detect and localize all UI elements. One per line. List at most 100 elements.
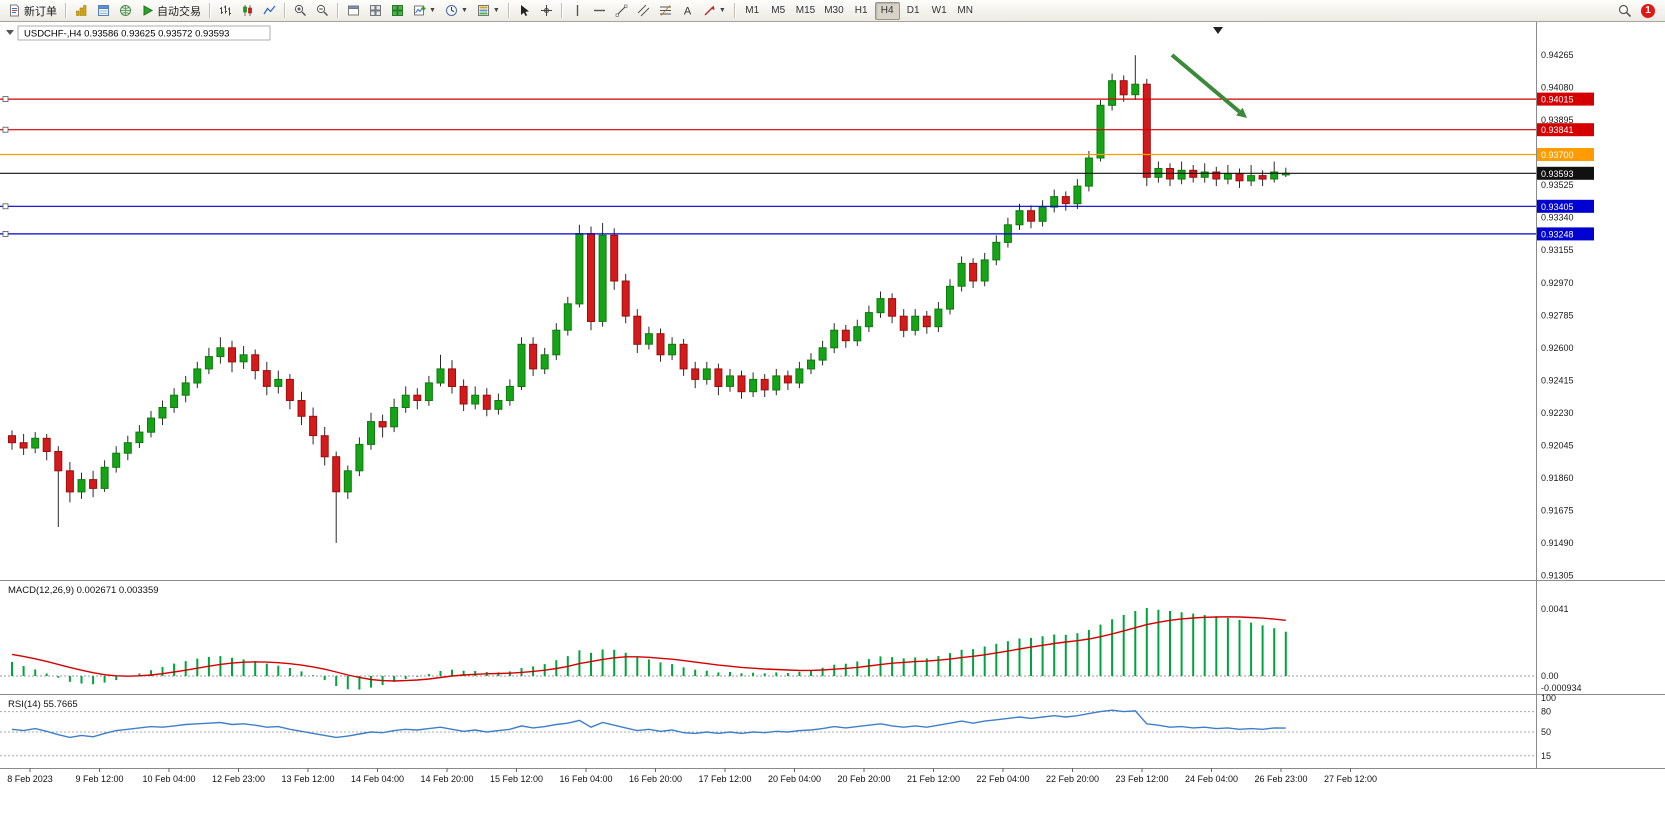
notifications-badge[interactable]: 1 xyxy=(1641,3,1655,18)
horizontal-line-icon xyxy=(593,9,605,12)
toolbar-separator xyxy=(65,3,67,18)
candle-body xyxy=(726,375,734,387)
trendline-tool-button[interactable] xyxy=(611,2,632,20)
zoom-out-button[interactable] xyxy=(312,2,333,20)
candle-body xyxy=(424,382,433,401)
timeframe-m5-button[interactable]: M5 xyxy=(766,2,791,20)
candle-body xyxy=(332,456,341,493)
line-handle[interactable] xyxy=(2,96,9,102)
candle-body xyxy=(1050,196,1059,208)
annotation-arrow-head[interactable] xyxy=(1236,107,1247,118)
candlestick-chart-type-button[interactable] xyxy=(237,2,258,20)
candle-body xyxy=(1200,171,1209,178)
timeframe-h4-button[interactable]: H4 xyxy=(874,1,900,20)
candle-body xyxy=(772,375,781,391)
charts-button[interactable] xyxy=(71,2,92,20)
periods-dropdown-button[interactable]: ▼ xyxy=(441,2,472,20)
candle-body xyxy=(494,400,503,410)
candle-body xyxy=(587,233,595,323)
timeframe-w1-button[interactable]: W1 xyxy=(927,2,952,20)
candle-body xyxy=(644,333,653,345)
line-handle[interactable] xyxy=(2,203,9,210)
candle-body xyxy=(1108,80,1117,106)
price-label-box xyxy=(1537,199,1594,213)
chart-shift-marker-icon[interactable] xyxy=(1213,27,1223,34)
candle-body xyxy=(1142,83,1151,178)
new-order-icon xyxy=(10,4,19,17)
price-chart[interactable]: 0.94265 0.94080 0.93895 0.93525 0.93340 0.931… xyxy=(0,22,1665,837)
search-button[interactable] xyxy=(1614,2,1636,20)
candle-body xyxy=(1177,169,1186,180)
candle-body xyxy=(980,259,989,282)
line-handle[interactable] xyxy=(2,230,9,237)
text-tool-button[interactable]: A xyxy=(677,2,698,20)
price-label-box xyxy=(1537,123,1594,137)
macd-signal-line xyxy=(11,616,1286,682)
zoom-in-button[interactable] xyxy=(290,2,311,20)
annotation-arrow[interactable] xyxy=(1170,53,1241,114)
timeframe-m1-button[interactable]: M1 xyxy=(740,2,765,20)
candle-body xyxy=(957,262,966,287)
candle-body xyxy=(830,329,839,349)
candle-body xyxy=(899,315,908,331)
candle-body xyxy=(65,470,74,493)
chevron-down-icon: ▼ xyxy=(492,7,500,14)
time-axis-label: 10 Feb 04:00 xyxy=(142,774,195,784)
time-axis-label: 12 Feb 23:00 xyxy=(212,774,265,784)
main-toolbar: 新订单 自动交易 xyxy=(0,0,1665,22)
tile-windows-button[interactable] xyxy=(365,2,386,20)
candle-body xyxy=(1096,104,1105,159)
candle-body xyxy=(251,354,260,372)
candle-body xyxy=(343,470,352,493)
time-axis-label: 15 Feb 12:00 xyxy=(490,774,543,784)
candle-body xyxy=(1015,210,1024,226)
candle-body xyxy=(540,354,549,370)
vertical-line-tool-button[interactable] xyxy=(567,2,588,20)
line-chart-icon xyxy=(263,5,276,15)
tile-windows-icon xyxy=(370,5,381,16)
timeframe-m30-button[interactable]: M30 xyxy=(820,2,847,20)
price-axis-label: 0.92415 xyxy=(1541,375,1574,385)
candle-body xyxy=(749,378,758,393)
price-axis-label: 0.92230 xyxy=(1541,408,1574,418)
new-window-icon xyxy=(348,5,359,16)
arrows-tool-button[interactable]: ▼ xyxy=(699,2,730,20)
autotrading-button[interactable]: 自动交易 xyxy=(137,2,205,20)
gold-chart-icon xyxy=(76,5,87,16)
channel-tool-button[interactable] xyxy=(633,2,654,20)
bar-chart-type-button[interactable] xyxy=(215,2,236,20)
new-window-button[interactable] xyxy=(343,2,364,20)
line-handle[interactable] xyxy=(2,126,9,133)
timeframe-mn-button[interactable]: MN xyxy=(953,2,978,20)
timeframe-m15-button[interactable]: M15 xyxy=(792,2,819,20)
candle-body xyxy=(656,333,665,356)
crosshair-button[interactable] xyxy=(536,2,557,20)
new-order-button[interactable]: 新订单 xyxy=(4,2,61,20)
timeframe-d1-button[interactable]: D1 xyxy=(901,2,926,20)
price-axis-label: 0.93155 xyxy=(1541,245,1574,255)
grid-toggle-button[interactable] xyxy=(387,2,408,20)
new-order-label: 新订单 xyxy=(24,5,57,18)
candle-body xyxy=(77,479,86,493)
time-axis-label: 22 Feb 20:00 xyxy=(1046,774,1099,784)
candle-body xyxy=(471,394,480,405)
rsi-label: RSI(14) 55.7665 xyxy=(8,699,78,710)
line-chart-type-button[interactable] xyxy=(259,2,280,20)
price-axis-label: 0.91490 xyxy=(1541,538,1574,548)
cursor-button[interactable] xyxy=(514,2,535,20)
templates-dropdown-button[interactable]: ▼ xyxy=(473,2,504,20)
timeframe-h1-button[interactable]: H1 xyxy=(849,2,874,20)
candle-body xyxy=(436,368,445,384)
fibonacci-tool-button[interactable] xyxy=(655,2,676,20)
candle-body xyxy=(668,343,677,356)
zoom-out-icon xyxy=(316,4,329,17)
indicators-dropdown-button[interactable]: ▼ xyxy=(409,2,440,20)
horizontal-line-tool-button[interactable] xyxy=(589,2,610,20)
candle-body xyxy=(112,452,121,468)
price-axis-label: 0.92785 xyxy=(1541,310,1574,320)
candle-body xyxy=(1235,173,1244,182)
strategy-tester-button[interactable] xyxy=(115,2,136,20)
one-click-trading-arrow-icon[interactable] xyxy=(6,30,14,35)
price-axis-label: 0.91675 xyxy=(1541,505,1574,515)
market-watch-button[interactable] xyxy=(93,2,114,20)
